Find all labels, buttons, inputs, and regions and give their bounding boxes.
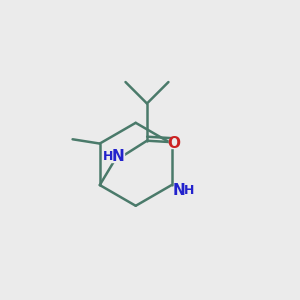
- Text: O: O: [168, 136, 181, 151]
- FancyBboxPatch shape: [105, 153, 124, 162]
- Text: H: H: [184, 184, 194, 197]
- FancyBboxPatch shape: [171, 187, 190, 193]
- FancyBboxPatch shape: [169, 139, 178, 148]
- Text: H: H: [103, 150, 113, 163]
- Text: N: N: [112, 149, 125, 164]
- Text: N: N: [173, 183, 186, 198]
